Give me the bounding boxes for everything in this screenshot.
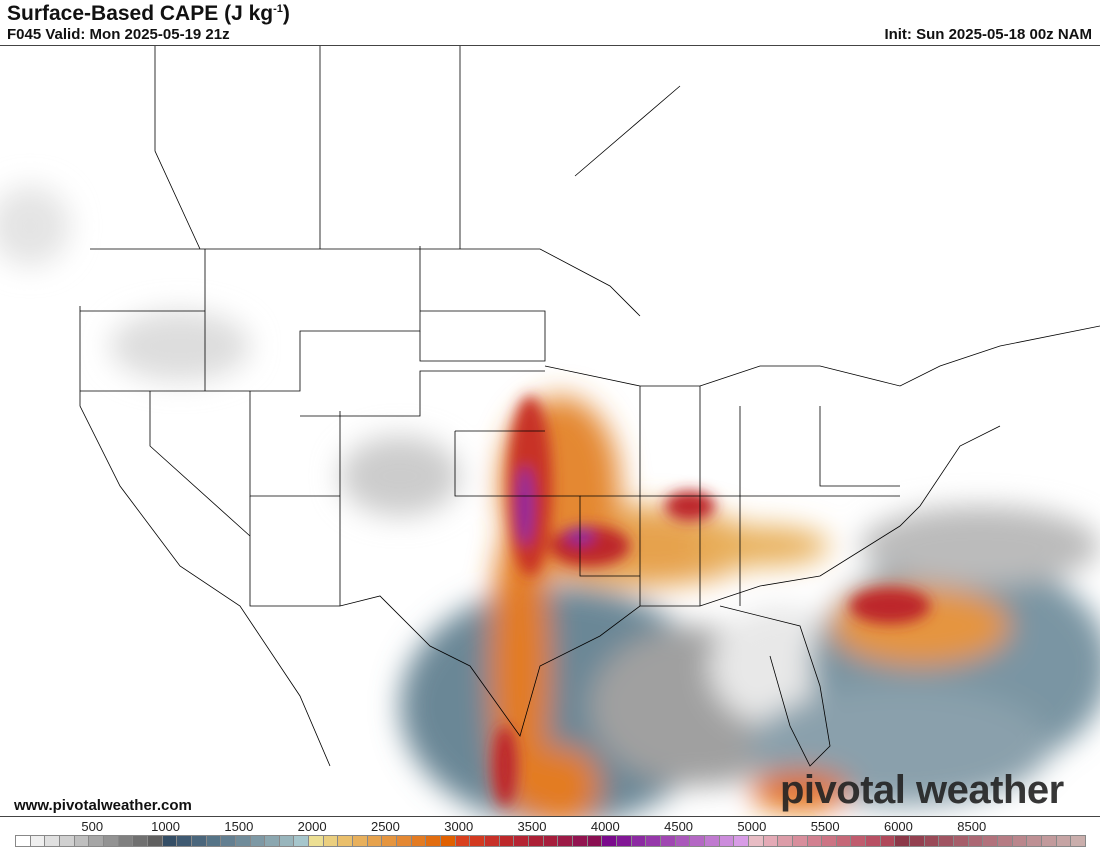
valid-time: F045 Valid: Mon 2025-05-19 21z [7, 26, 230, 43]
colorbar-cell [264, 835, 280, 847]
title-text: Surface-Based CAPE (J kg [7, 2, 274, 25]
colorbar-cell [176, 835, 192, 847]
colorbar-cell [352, 835, 368, 847]
colorbar-cell [513, 835, 529, 847]
colorbar-cell [586, 835, 603, 847]
colorbar-cell [894, 835, 911, 847]
colorbar-cell [967, 835, 984, 847]
colorbar-label: 1500 [224, 819, 254, 834]
colorbar-cell [997, 835, 1013, 847]
map-title: Surface-Based CAPE (J kg-1) [7, 2, 290, 26]
colorbar-cell [615, 835, 632, 847]
colorbar-label: 2000 [297, 819, 327, 834]
site-url: www.pivotalweather.com [14, 797, 192, 814]
colorbar-cell [381, 835, 398, 847]
colorbar-label: 3000 [444, 819, 474, 834]
colorbar-cell [29, 835, 46, 847]
colorbar-cell [689, 835, 705, 847]
colorbar-cell [777, 835, 793, 847]
colorbar-label: 3500 [517, 819, 547, 834]
colorbar-cell [454, 835, 471, 847]
colorbar-cell [410, 835, 427, 847]
colorbar-cell [630, 835, 647, 847]
colorbar-cell [146, 835, 163, 847]
colorbar-cell [923, 835, 940, 847]
colorbar-cell [601, 835, 617, 847]
colorbar-cell [557, 835, 573, 847]
colorbar-cell [234, 835, 251, 847]
colorbar-cell [909, 835, 925, 847]
colorbar-cell [425, 835, 442, 847]
colorbar-cell [498, 835, 515, 847]
colorbar-cell [718, 835, 735, 847]
map-canvas [0, 46, 1100, 816]
colorbar-label: 5000 [737, 819, 767, 834]
colorbar-cell [703, 835, 720, 847]
title-superscript: -1 [273, 3, 283, 15]
colorbar-cell [308, 835, 324, 847]
colorbar-label: 6000 [883, 819, 913, 834]
colorbar-cell [1041, 835, 1057, 847]
colorbar-cell [1026, 835, 1043, 847]
colorbar-cell [293, 835, 310, 847]
colorbar-cell [117, 835, 134, 847]
colorbar-cell [806, 835, 823, 847]
colorbar: 500 1000 1500 2000 2500 3000 3500 4000 4500 5000 5… [0, 817, 1100, 850]
colorbar-cell [982, 835, 999, 847]
colorbar-cell [337, 835, 354, 847]
colorbar-cell [791, 835, 808, 847]
colorbar-label: 2500 [370, 819, 400, 834]
colorbar-cell [1070, 835, 1086, 847]
colorbar-cell [879, 835, 896, 847]
colorbar-cell [747, 835, 764, 847]
title-end: ) [282, 2, 290, 25]
colorbar-cell [190, 835, 207, 847]
colorbar-label: 4500 [664, 819, 694, 834]
colorbar-label: 4000 [590, 819, 620, 834]
cape-field [0, 186, 1100, 816]
colorbar-label: 500 [81, 819, 104, 834]
colorbar-label: 8500 [957, 819, 987, 834]
colorbar-cell [205, 835, 222, 847]
colorbar-cell [865, 835, 881, 847]
colorbar-cell [953, 835, 969, 847]
colorbar-cell [249, 835, 266, 847]
colorbar-cell [762, 835, 779, 847]
colorbar-cell [322, 835, 339, 847]
colorbar-cell [835, 835, 852, 847]
init-time: Init: Sun 2025-05-18 00z NAM [884, 26, 1092, 43]
colorbar-cell [645, 835, 661, 847]
pivotal-weather-logo: pivotal weather [780, 768, 1064, 812]
colorbar-cell [469, 835, 486, 847]
colorbar-cell [15, 835, 31, 847]
colorbar-cell [366, 835, 383, 847]
colorbar-cell [571, 835, 588, 847]
colorbar-cell [659, 835, 676, 847]
colorbar-cell [58, 835, 75, 847]
colorbar-cell [528, 835, 544, 847]
colorbar-cell [440, 835, 456, 847]
colorbar-cell [821, 835, 837, 847]
colorbar-cell [1011, 835, 1028, 847]
colorbar-cell [220, 835, 236, 847]
colorbar-cell [161, 835, 178, 847]
colorbar-cell [102, 835, 119, 847]
colorbar-cell [132, 835, 148, 847]
colorbar-cell [733, 835, 749, 847]
colorbar-cell [542, 835, 559, 847]
colorbar-cell [396, 835, 412, 847]
colorbar-cell [73, 835, 90, 847]
colorbar-cell [484, 835, 500, 847]
cape-map[interactable] [0, 45, 1100, 817]
colorbar-cell [938, 835, 955, 847]
colorbar-cell [88, 835, 104, 847]
political-boundaries [79, 46, 1100, 767]
colorbar-cell [1055, 835, 1072, 847]
colorbar-cell [674, 835, 691, 847]
colorbar-cell [850, 835, 867, 847]
colorbar-cell [44, 835, 60, 847]
colorbar-label: 1000 [151, 819, 181, 834]
colorbar-label: 5500 [810, 819, 840, 834]
colorbar-cell [278, 835, 295, 847]
